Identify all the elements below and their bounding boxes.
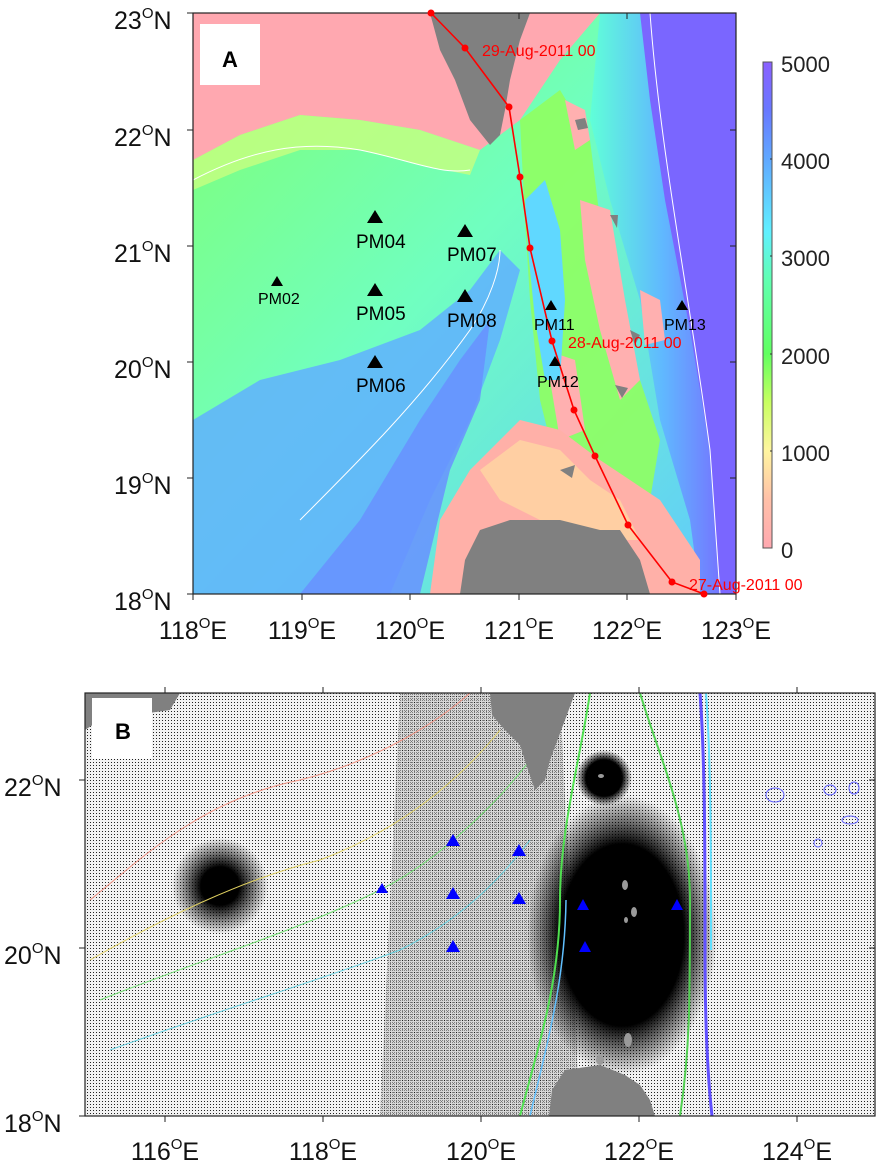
panel-b-mesh <box>85 693 875 1116</box>
stations-panel-b <box>376 834 683 952</box>
station-marker-b-pm12 <box>579 941 591 952</box>
panel-b-frame <box>84 692 876 1117</box>
station-marker-pm11 <box>545 300 557 310</box>
panel-a-frame <box>192 12 737 595</box>
panel-b-x-labels: 116OE 118OE 120OE 122OE 124OE <box>131 1136 832 1165</box>
panel-b-letter-box <box>92 698 152 759</box>
station-label-pm11: PM11 <box>534 317 575 334</box>
station-marker-pm13 <box>676 300 688 310</box>
panel-a-x-axis <box>192 13 737 600</box>
colorbar-tick-1000: 1000 <box>781 441 830 466</box>
colorbar-tick-0: 0 <box>781 538 793 563</box>
track-label-29aug: 29-Aug-2011 00 <box>482 43 596 60</box>
panel-a-x-labels: 118OE 119OE 120OE 121OE 122OE 123OE <box>159 615 771 645</box>
station-marker-b-pm07 <box>512 844 526 856</box>
colorbar-tick-4000: 4000 <box>781 149 830 174</box>
x-tick-119E: 119OE <box>268 615 336 645</box>
y-tick-19N: 19ON <box>114 470 172 500</box>
panel-a-letter: A <box>222 47 238 72</box>
station-marker-b-pm08 <box>512 892 526 904</box>
station-marker-pm06 <box>367 355 383 368</box>
land-taiwan <box>430 13 530 145</box>
x-tick-122E: 122OE <box>592 615 662 645</box>
x-tick-123E: 123OE <box>701 615 771 645</box>
colorbar-tick-3000: 3000 <box>781 246 830 271</box>
station-label-pm02: PM02 <box>258 291 300 308</box>
depth-colorbar: 5000 4000 3000 2000 1000 0 <box>762 52 830 563</box>
track-label-28aug: 28-Aug-2011 00 <box>568 335 682 352</box>
x-tick-118E: 118OE <box>159 615 227 645</box>
y-tick-21N: 21ON <box>114 238 172 268</box>
y-tick-18N: 18ON <box>114 586 172 616</box>
panel-b-axes-ticks <box>79 687 875 1122</box>
x-tick-120E: 120OE <box>375 615 445 645</box>
y-tick-20N: 20ON <box>114 354 172 384</box>
station-marker-b-pm04 <box>446 834 460 846</box>
panel-a-map <box>193 13 736 594</box>
station-label-pm08: PM08 <box>447 311 497 332</box>
typhoon-track: 29-Aug-2011 00 28-Aug-2011 00 27-Aug-201… <box>427 9 803 598</box>
station-marker-pm04 <box>367 210 383 223</box>
station-marker-b-pm05 <box>446 887 460 899</box>
station-label-pm13: PM13 <box>664 317 706 334</box>
panel-b-letter: B <box>115 719 131 744</box>
station-label-pm04: PM04 <box>356 232 406 253</box>
station-marker-pm05 <box>367 283 383 296</box>
y-tick-22N: 22ON <box>114 122 172 152</box>
land-luzon-b <box>549 1065 655 1116</box>
panel-a-letter-box <box>200 24 260 85</box>
y-tick-23N: 23ON <box>114 5 172 35</box>
station-marker-b-pm06 <box>446 940 460 952</box>
track-label-27aug: 27-Aug-2011 00 <box>689 577 803 594</box>
stations-panel-a: PM02 PM04 PM05 PM06 PM07 PM08 PM11 PM12 … <box>258 210 706 397</box>
station-marker-pm08 <box>457 289 473 302</box>
station-marker-pm12 <box>549 356 561 366</box>
station-label-pm06: PM06 <box>356 376 406 397</box>
b-x-tick-122E: 122OE <box>604 1136 674 1165</box>
station-marker-b-pm13 <box>671 899 683 910</box>
b-y-tick-18N: 18ON <box>4 1108 62 1138</box>
station-label-pm12: PM12 <box>537 374 579 391</box>
station-label-pm05: PM05 <box>356 304 406 325</box>
land-luzon <box>460 520 650 594</box>
b-y-tick-20N: 20ON <box>4 940 62 970</box>
panel-a-y-labels: 23ON 22ON 21ON 20ON 19ON 18ON <box>114 5 172 616</box>
colorbar-tick-5000: 5000 <box>781 52 830 77</box>
b-x-tick-116E: 116OE <box>131 1136 199 1165</box>
land-taiwan-b <box>490 693 575 790</box>
colorbar-tick-2000: 2000 <box>781 344 830 369</box>
station-label-pm07: PM07 <box>447 245 497 266</box>
b-x-tick-120E: 120OE <box>446 1136 516 1165</box>
station-marker-b-pm02 <box>376 883 388 893</box>
station-marker-pm02 <box>271 276 283 286</box>
b-y-tick-22N: 22ON <box>4 772 62 802</box>
station-marker-pm07 <box>457 224 473 237</box>
x-tick-121E: 121OE <box>484 615 554 645</box>
panel-b-y-labels: 22ON 20ON 18ON <box>4 772 62 1138</box>
b-x-tick-118E: 118OE <box>289 1136 357 1165</box>
panel-a-y-axis <box>187 12 736 595</box>
station-marker-b-pm11 <box>577 899 589 910</box>
b-x-tick-124E: 124OE <box>762 1136 832 1165</box>
